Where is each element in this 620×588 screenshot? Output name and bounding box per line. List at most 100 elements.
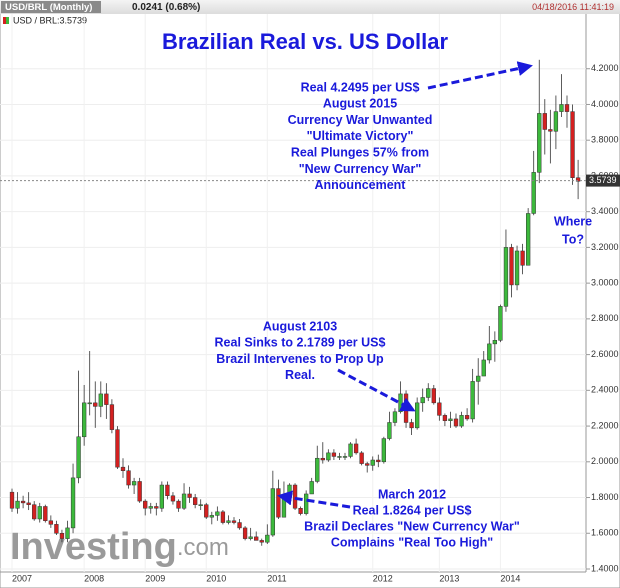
candle-body <box>359 452 364 464</box>
candle-body <box>398 393 403 413</box>
candle-body <box>37 506 42 520</box>
last-price-label: 3.5739 <box>589 175 617 185</box>
candle-body <box>564 104 570 112</box>
candle-body <box>509 247 514 286</box>
logo-text: Investing.com <box>10 526 229 568</box>
candle-body <box>415 402 420 429</box>
last-price-box <box>586 174 620 187</box>
candle-body <box>276 488 281 518</box>
y-tick-label: 3.4000 <box>591 206 619 216</box>
y-tick-label: 4.0000 <box>591 99 619 109</box>
candle-body <box>237 522 242 529</box>
annotation-line: August 2015 <box>323 97 397 111</box>
candle-body <box>575 177 581 182</box>
y-tick-label: 2.4000 <box>591 385 619 395</box>
candle-body <box>531 172 536 214</box>
candle-body <box>54 524 59 534</box>
candle-body <box>492 340 498 345</box>
y-tick-label: 4.2000 <box>591 63 619 73</box>
candle-body <box>559 104 564 112</box>
candle-body <box>281 495 287 518</box>
candle-body <box>26 502 31 505</box>
candle-body <box>220 511 226 523</box>
candle-body <box>215 511 220 516</box>
candle-body <box>65 527 70 539</box>
y-tick-label: 2.8000 <box>591 313 619 323</box>
arrow <box>337 368 416 412</box>
annotation-line: "New Currency War" <box>299 162 422 176</box>
candle-body <box>109 404 115 430</box>
candle-body <box>265 534 270 543</box>
candle-body <box>448 418 453 421</box>
annotation-line: Complains "Real Too High" <box>331 535 493 549</box>
candle-body <box>426 388 431 398</box>
annotation-line: Real Plunges 57% from <box>291 145 429 159</box>
quote: USD / BRL:3.5739 <box>13 15 87 25</box>
candle-body <box>570 111 575 178</box>
candle-body <box>137 481 142 502</box>
arrows <box>277 61 533 509</box>
candle-body <box>537 113 542 173</box>
candle-body <box>176 500 181 509</box>
candle-body <box>181 493 187 509</box>
candle-body <box>470 381 475 420</box>
candle-body <box>131 481 137 486</box>
candle-body <box>342 456 348 458</box>
candle-body <box>553 111 559 132</box>
candle-body <box>304 493 309 514</box>
candle-body <box>15 500 20 509</box>
candle-body <box>159 484 164 509</box>
candle-body <box>298 508 303 514</box>
candle-body <box>315 457 320 482</box>
candle-body <box>459 415 464 427</box>
candle-body <box>442 415 448 421</box>
timestamp: 04/18/2016 11:41:19 <box>532 2 614 12</box>
symbol: USD/BRL (Monthly) <box>5 2 92 13</box>
candle-body <box>498 306 503 341</box>
candle-body <box>20 500 26 504</box>
x-tick-label: 2014 <box>500 573 520 583</box>
candle-body <box>170 495 176 502</box>
candle-body <box>464 415 470 420</box>
annotation-line: Brazil Intervenes to Prop Up <box>216 352 384 366</box>
y-tick-label: 1.8000 <box>591 492 619 502</box>
candle-body <box>148 506 153 509</box>
logo: Investing.com <box>10 526 229 568</box>
annotation-line: Currency War Unwanted <box>288 113 433 127</box>
annotation-line: August 2103 <box>263 319 337 333</box>
candle-body <box>437 402 442 416</box>
candle-body <box>270 488 276 536</box>
y-tick-label: 1.6000 <box>591 528 619 538</box>
annotation-line: Real 4.2495 per US$ <box>301 80 420 94</box>
candle-body <box>326 452 331 461</box>
y-tick-label: 3.0000 <box>591 278 619 288</box>
candle-body <box>370 459 375 466</box>
y-tick-label: 2.6000 <box>591 349 619 359</box>
candle-body <box>292 484 298 509</box>
x-tick-label: 2007 <box>12 573 32 583</box>
candle-body <box>392 411 398 423</box>
candle-body <box>309 481 314 495</box>
candle-body <box>520 250 525 266</box>
symbol-tab <box>1 1 101 13</box>
y-tick-label: 1.4000 <box>591 563 619 573</box>
candle-body <box>259 540 264 543</box>
candle-body <box>87 402 92 405</box>
candle-body <box>98 393 103 407</box>
annotation-line: Brazil Declares "New Currency War" <box>304 519 520 533</box>
candle-body <box>154 506 159 509</box>
candle-body <box>487 343 492 361</box>
x-tick-label: 2010 <box>206 573 226 583</box>
annotation-line: Real 1.8264 per US$ <box>353 503 472 517</box>
candle-body <box>514 250 520 286</box>
annotation-line: March 2012 <box>378 487 446 501</box>
candle-body <box>254 536 259 541</box>
candle-body <box>337 456 342 458</box>
candle-body <box>320 457 325 461</box>
annotation-line: Real. <box>285 368 315 382</box>
candle-body <box>59 533 65 539</box>
logo-name: Investing <box>10 526 177 568</box>
y-tick-label: 3.8000 <box>591 135 619 145</box>
annotation-line: "Ultimate Victory" <box>307 129 414 143</box>
candle-body <box>48 520 54 525</box>
